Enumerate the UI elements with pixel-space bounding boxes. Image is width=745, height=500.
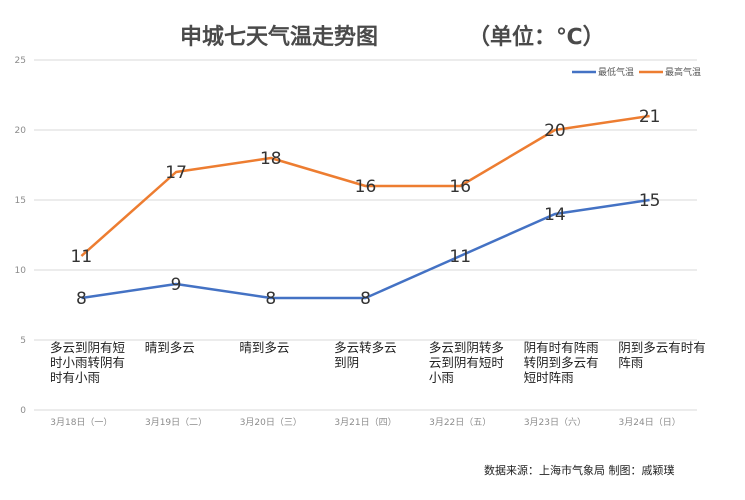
x-tick-label: 3月24日（日） [619,417,681,428]
chart-subtitle: （单位：℃） [468,24,605,50]
series-line-max [80,114,650,257]
data-label: 11 [71,247,93,267]
y-tick-label: 10 [15,266,27,276]
weather-text: 云到阴有短时 [429,355,505,370]
data-label: 8 [265,289,276,309]
weather-text: 小雨 [429,370,454,385]
data-label: 16 [355,177,377,197]
series-lines [80,114,650,300]
weather-text: 多云转多云 [334,340,397,355]
weather-text: 短时阵雨 [524,370,574,385]
weather-text: 多云到阴有短 [50,340,125,355]
weather-text: 时有小雨 [50,370,100,385]
source-note: 数据来源：上海市气象局 制图：戚颖璞 [484,463,675,477]
series-line-min [81,198,650,300]
y-tick-label: 15 [15,196,26,206]
data-labels: 8 9 8 8 11 14 15 11 17 18 16 16 20 21 [71,107,661,309]
data-label: 11 [449,247,471,267]
y-tick-label: 25 [15,56,26,66]
data-label: 21 [639,107,661,127]
data-label: 16 [449,177,471,197]
data-label: 15 [639,191,661,211]
x-tick-label: 3月22日（五） [429,417,491,428]
weather-text: 时小雨转阴有 [50,355,125,370]
weather-text: 转阴到多云有 [524,355,599,370]
y-tick-label: 0 [20,406,26,416]
data-label: 8 [360,289,371,309]
x-tick-label: 3月23日（六） [524,416,586,428]
y-tick-label: 5 [20,336,26,346]
x-tick-label: 3月18日（一） [50,417,112,428]
legend-label-min: 最低气温 [598,66,634,78]
y-tick-label: 20 [15,126,27,136]
weather-text: 阴到多云有时有 [618,340,706,355]
data-label: 8 [76,289,87,309]
x-tick-label: 3月19日（二） [145,417,207,428]
data-label: 18 [260,149,282,169]
data-label: 17 [165,163,187,183]
x-axis: 3月18日（一） 3月19日（二） 3月20日（三） 3月21日（四） 3月22日（五）… [50,416,680,428]
legend-label-max: 最高气温 [665,66,701,78]
data-label: 9 [171,275,182,295]
weather-text: 晴到多云 [239,340,289,355]
weather-text: 多云到阴转多 [429,340,504,355]
chart-title: 申城七天气温走势图 [180,24,378,50]
weather-text: 阵雨 [618,355,643,370]
x-tick-label: 3月20日（三） [240,417,302,428]
weather-text: 晴到多云 [145,340,195,355]
data-label: 20 [544,121,566,141]
data-label: 14 [544,205,566,225]
weather-text: 到阴 [334,355,359,370]
y-axis: 0 5 10 15 20 25 [15,56,27,416]
weather-text: 阴有时有阵雨 [524,340,599,355]
x-tick-label: 3月21日（四） [334,417,396,428]
legend: 最低气温 最高气温 [572,66,701,78]
